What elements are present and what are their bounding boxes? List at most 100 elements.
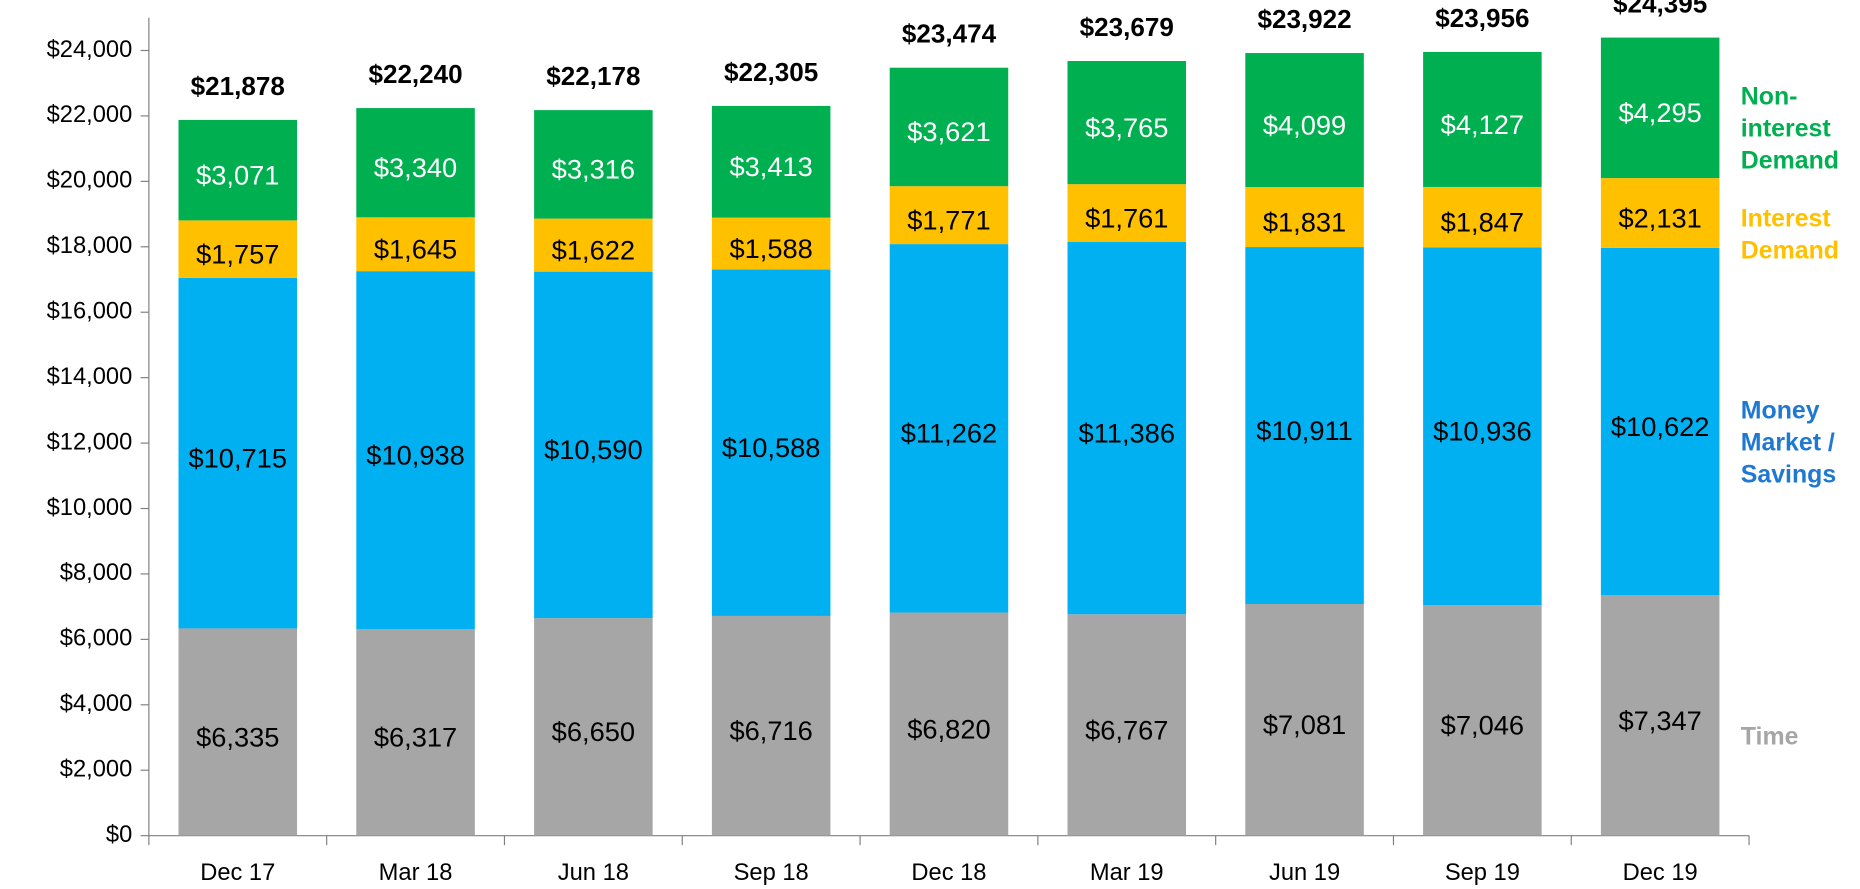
bar-segment [711, 269, 831, 616]
bar-segment [356, 271, 475, 629]
total-label: $24,395 [1613, 0, 1707, 18]
value-label: $10,715 [189, 442, 288, 473]
value-label: $4,099 [1263, 109, 1346, 140]
value-label: $6,317 [374, 722, 457, 753]
legend-label: Interest Demand [1740, 204, 1839, 264]
value-label: $7,046 [1441, 710, 1524, 741]
bar-segment [889, 186, 1009, 245]
value-label: $10,590 [544, 434, 643, 465]
value-label: $1,622 [552, 234, 635, 265]
bar-segment [534, 110, 653, 219]
bar-segment [356, 628, 475, 836]
value-label: $11,262 [901, 418, 997, 449]
legend-item: Non-interest Demand [1741, 84, 1839, 175]
value-label: $1,645 [374, 234, 457, 265]
bar-segment [1067, 241, 1187, 615]
value-label: $3,413 [729, 151, 812, 182]
bar-segment [1245, 53, 1364, 188]
x-tick-label: Jun 19 [1269, 860, 1340, 886]
bar-segment [534, 271, 653, 619]
total-label: $23,922 [1257, 4, 1351, 34]
value-label: $6,650 [552, 716, 635, 747]
legend-wrap: Time [1741, 666, 1860, 808]
x-tick-label: Dec 17 [200, 860, 275, 886]
bar-segment [1600, 37, 1720, 179]
bar-segment [1245, 187, 1364, 248]
bar-segment [178, 628, 298, 836]
bar-segment [356, 217, 475, 272]
bar-segment [889, 67, 1009, 187]
bar-segment [1245, 604, 1364, 836]
value-label: $6,716 [729, 715, 812, 746]
legend-label: Money Market / Savings [1740, 397, 1837, 489]
bar-segment [889, 244, 1009, 613]
value-label: $4,127 [1441, 109, 1524, 140]
bar-segment [1423, 247, 1542, 606]
bar-segment [178, 119, 298, 221]
value-label: $10,936 [1433, 416, 1532, 447]
bar-segment [534, 218, 653, 272]
total-label: $22,178 [546, 61, 640, 91]
y-tick-label: $16,000 [47, 298, 133, 324]
x-tick-label: Jun 18 [558, 860, 629, 886]
value-label: $1,761 [1085, 202, 1168, 233]
bar-segment [1245, 247, 1364, 605]
total-label: $22,305 [724, 57, 818, 87]
total-label: $23,679 [1080, 12, 1174, 42]
bar-segment [1423, 186, 1542, 248]
legend-item: Money Market / Savings [1741, 372, 1860, 514]
y-tick-label: $8,000 [60, 560, 132, 586]
total-label: $22,240 [368, 59, 462, 89]
y-tick-label: $4,000 [60, 691, 132, 717]
value-label: $1,771 [907, 204, 990, 235]
legend-item: Time [1741, 666, 1860, 808]
y-tick-label: $22,000 [47, 102, 133, 128]
value-label: $7,347 [1618, 705, 1701, 736]
value-label: $2,131 [1618, 202, 1701, 233]
value-label: $3,071 [196, 159, 279, 190]
total-label: $23,956 [1435, 3, 1529, 33]
legend-item: Interest Demand [1740, 204, 1839, 264]
x-tick-label: Sep 18 [734, 860, 809, 886]
bar-segment [1067, 60, 1187, 185]
bar-segment [178, 277, 298, 629]
bar-segment [711, 217, 831, 270]
y-tick-label: $24,000 [47, 37, 133, 63]
bar-segment [1600, 595, 1720, 836]
x-tick-label: Dec 18 [911, 860, 986, 886]
y-tick-label: $14,000 [47, 364, 133, 390]
value-label: $10,588 [722, 432, 821, 463]
y-tick-label: $6,000 [60, 626, 132, 652]
total-label: $21,878 [191, 71, 285, 101]
legend-wrap: Money Market / Savings [1741, 372, 1860, 514]
value-label: $11,386 [1079, 417, 1175, 448]
bar-segment [1067, 614, 1187, 836]
bar-segment [1423, 605, 1542, 836]
bar-segment [1423, 51, 1542, 187]
legend-label: Time [1740, 723, 1799, 751]
y-tick-label: $12,000 [47, 429, 133, 455]
value-label: $7,081 [1263, 709, 1346, 740]
value-label: $10,938 [366, 439, 465, 470]
value-label: $10,911 [1256, 415, 1352, 446]
x-tick-label: Mar 19 [1090, 860, 1164, 886]
bar-segment [1067, 184, 1187, 242]
value-label: $6,820 [907, 713, 990, 744]
value-label: $4,295 [1618, 97, 1701, 128]
value-label: $3,765 [1085, 112, 1168, 143]
value-label: $3,316 [552, 154, 635, 185]
y-tick-label: $0 [106, 822, 132, 848]
value-label: $1,757 [196, 238, 279, 269]
bar-segment [1600, 178, 1720, 248]
value-label: $1,831 [1263, 206, 1346, 237]
bar-segment [178, 220, 298, 278]
y-tick-label: $20,000 [47, 168, 133, 194]
value-label: $6,335 [196, 721, 279, 752]
total-label: $23,474 [902, 19, 997, 49]
y-tick-label: $2,000 [60, 756, 132, 782]
value-label: $1,847 [1441, 206, 1524, 237]
bar-segment [356, 108, 475, 218]
value-label: $3,340 [374, 152, 457, 183]
x-tick-label: Dec 19 [1623, 860, 1698, 886]
bar-segment [534, 618, 653, 836]
